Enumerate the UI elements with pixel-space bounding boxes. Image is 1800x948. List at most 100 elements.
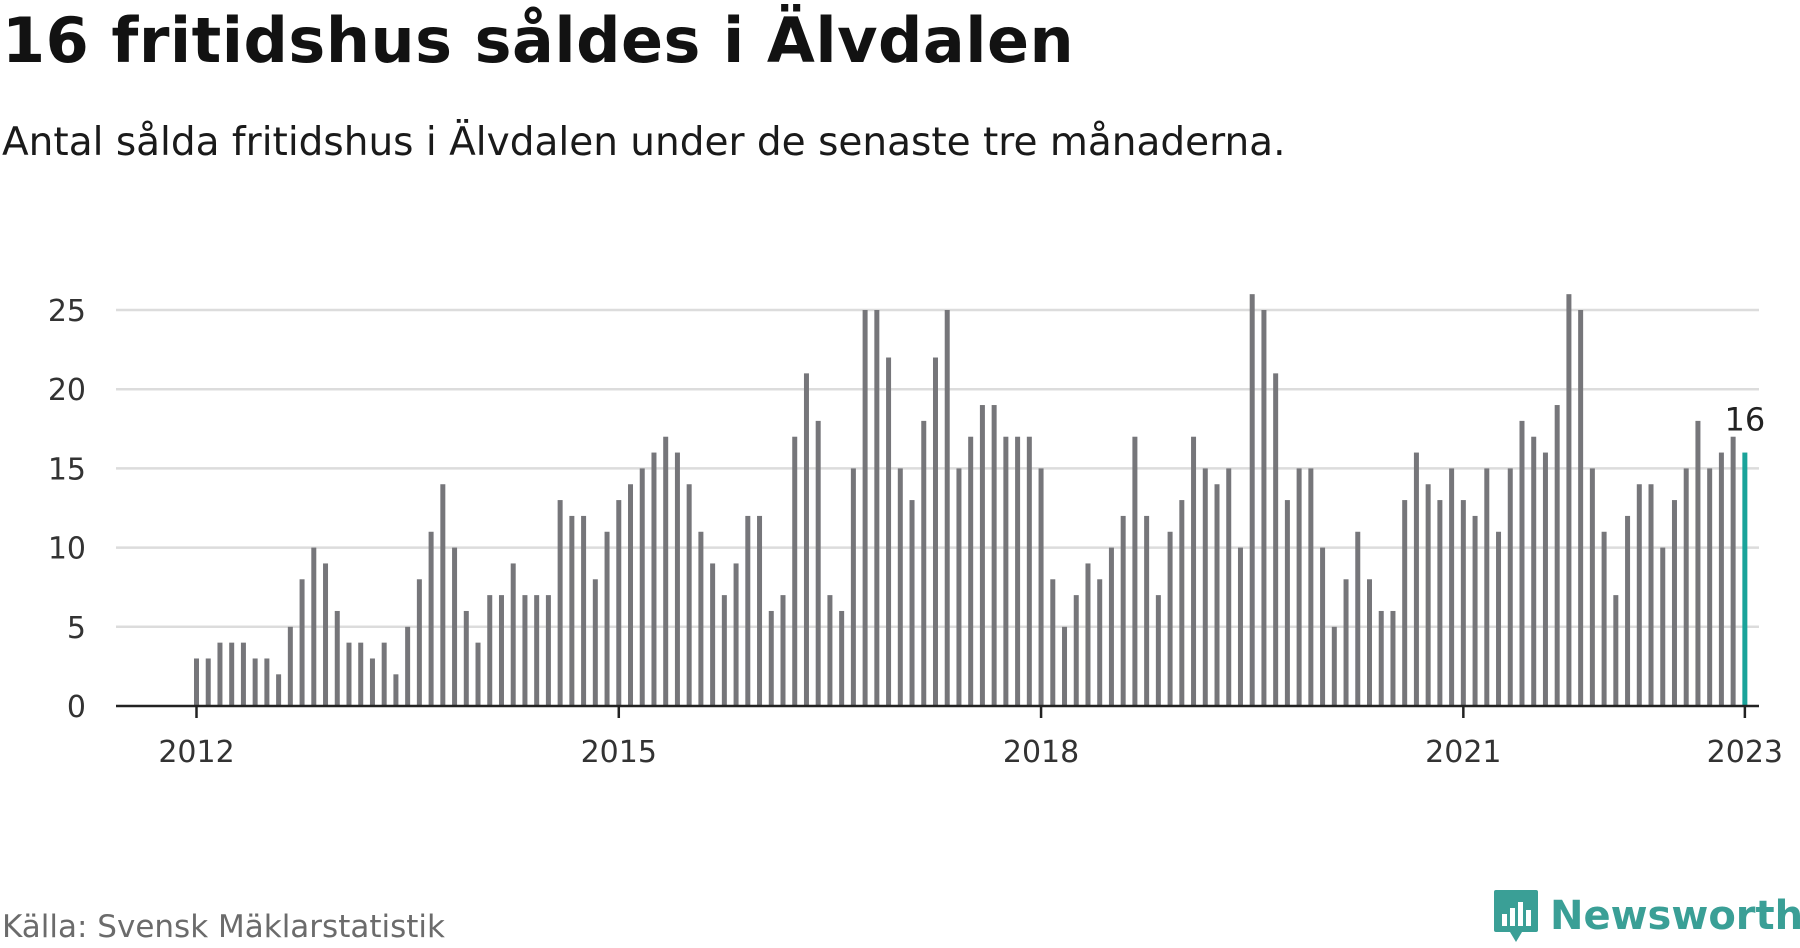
bar-2018-06 [1097,579,1103,706]
chart-title: 16 fritidshus såldes i Älvdalen [2,4,1075,77]
bar-2022-10 [1707,468,1713,706]
bar-2013-08 [416,579,422,706]
bar-2014-06 [534,595,540,706]
newsworthy-logo-icon [1494,890,1538,942]
bar-2019-08 [1261,310,1267,706]
x-tick-label-2023: 2023 [1707,735,1783,770]
bar-2014-04 [510,563,516,706]
x-tick-label-2012: 2012 [158,735,234,770]
bar-2022-09 [1695,420,1701,706]
bar-2018-07 [1108,547,1114,706]
bar-2014-09 [569,515,575,706]
chart-subtitle: Antal sålda fritidshus i Älvdalen under … [2,120,1286,165]
bar-2014-05 [522,595,528,706]
bar-2015-06 [674,452,680,706]
bar-2020-08 [1402,500,1408,706]
bar-2012-02 [205,658,211,706]
bar-2013-12 [463,610,469,706]
bar-2022-06 [1660,547,1666,706]
bar-2019-03 [1202,468,1208,706]
source-note: Källa: Svensk Mäklarstatistik [2,909,445,945]
bar-2022-03 [1625,515,1631,706]
bar-2012-04 [229,642,235,706]
bar-2018-01 [1038,468,1044,706]
bar-2014-03 [498,595,504,706]
brand-name: Newsworthy [1550,893,1800,939]
bar-2014-12 [604,531,610,706]
bar-2013-03 [358,642,364,706]
bar-2014-01 [475,642,481,706]
bar-2012-10 [299,579,305,706]
bar-2022-08 [1683,468,1689,706]
bar-2012-08 [276,674,282,706]
bar-2012-03 [217,642,223,706]
bar-2012-05 [240,642,246,706]
bar-2019-10 [1284,500,1290,706]
bar-2021-11 [1578,310,1584,706]
last-value-label: 16 [1725,401,1766,439]
bar-2013-05 [381,642,387,706]
bar-2015-01 [616,500,622,706]
bar-2012-09 [287,626,293,706]
bar-2015-12 [745,515,751,706]
bar-2015-10 [721,595,727,706]
bar-2020-05 [1367,579,1372,706]
bar-2022-05 [1648,484,1654,706]
y-tick-label-0: 0 [67,690,86,725]
bar-2012-06 [252,658,258,706]
bar-2018-10 [1144,515,1150,706]
bar-2021-07 [1531,436,1537,706]
bar-2016-06 [815,420,821,706]
bar-2020-01 [1320,547,1326,706]
bar-2019-01 [1179,500,1185,706]
bar-highlight [1742,452,1748,706]
bar-2020-10 [1425,484,1431,706]
bar-2013-07 [405,626,411,706]
y-tick-label-15: 15 [48,452,86,487]
bar-2018-02 [1050,579,1056,706]
bar-2021-04 [1496,531,1502,706]
bar-2019-09 [1273,373,1279,706]
bar-2018-08 [1120,515,1126,706]
bar-2015-08 [698,531,704,706]
bar-2015-02 [628,484,634,706]
bar-2022-07 [1671,500,1677,706]
bar-2019-06 [1237,547,1243,706]
bar-2021-05 [1507,468,1513,706]
bar-2022-12 [1730,436,1736,706]
bar-2018-12 [1167,531,1173,706]
bar-2015-03 [639,468,645,706]
bar-2014-11 [592,579,598,706]
y-tick-label-10: 10 [48,532,86,567]
bar-2017-06 [956,468,962,706]
bar-2019-05 [1226,468,1232,706]
bar-2017-08 [979,405,985,706]
bar-2017-05 [944,310,950,706]
bar-2014-10 [581,515,587,706]
bar-2016-11 [874,310,880,706]
bar-2017-01 [897,468,903,706]
bars [194,294,1748,706]
bar-2013-10 [440,484,446,706]
x-tick-label-2018: 2018 [1003,735,1079,770]
y-tick-label-20: 20 [48,373,86,408]
bar-2018-04 [1073,595,1079,706]
bar-2016-02 [768,610,774,706]
bar-2015-07 [686,484,692,706]
bar-2022-04 [1636,484,1642,706]
bar-2018-11 [1155,595,1161,706]
bar-2016-09 [850,468,856,706]
bar-2017-02 [909,500,915,706]
bar-2021-03 [1484,468,1490,706]
bar-2020-06 [1378,610,1384,706]
bar-2015-04 [651,452,657,706]
bar-2012-11 [311,547,317,706]
bar-2019-04 [1214,484,1220,706]
bar-2013-06 [393,674,399,706]
bar-2012-12 [323,563,329,706]
bar-2016-04 [792,436,798,706]
y-tick-label-25: 25 [48,294,86,329]
bar-2016-05 [803,373,809,706]
bar-2021-02 [1472,515,1478,706]
bar-2016-08 [839,610,845,706]
